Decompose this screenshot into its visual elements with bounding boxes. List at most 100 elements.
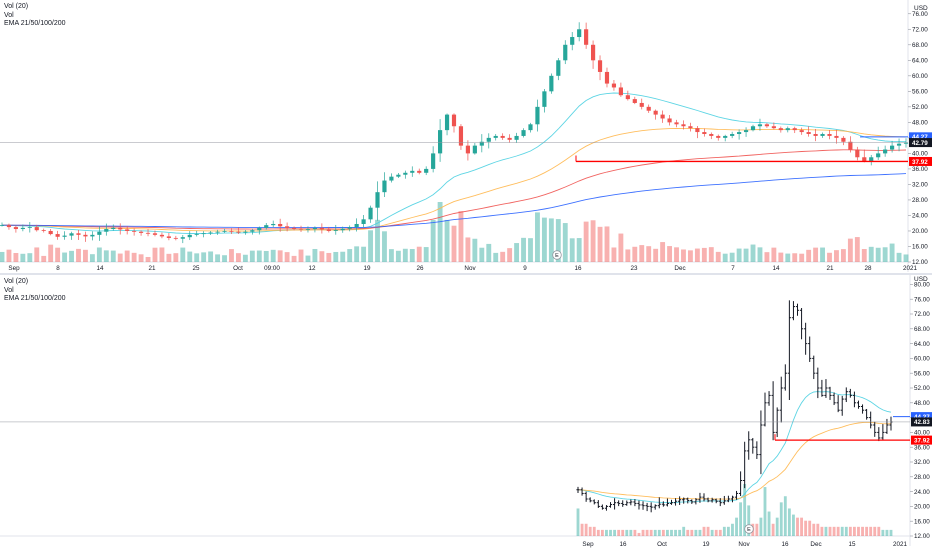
candle-body [90,234,95,237]
candle-body [236,231,241,233]
volume-bar [284,252,290,262]
legend-item-volume-20[interactable]: Vol (20) [4,3,29,10]
volume-bar [479,247,485,262]
candle-body [903,142,909,144]
daily-chart-pane[interactable]: 80.00 76.00 72.00 68.00 64.00 60.00 56.00 52.00… [0,275,932,550]
candle-body [347,227,352,229]
pane-divider[interactable] [0,273,932,275]
volume-bar [535,212,540,262]
time-tick-label: 16 [619,541,627,548]
volume-bar [808,520,812,536]
ema-21-line [577,391,892,504]
volume-bar [785,253,791,262]
legend-item-ema[interactable]: EMA 21/50/100/200 [4,20,66,27]
volume-bar [621,529,625,536]
candle-body [97,231,102,235]
volume-bar [609,529,612,536]
intraday-chart-pane[interactable]: 76.00 72.00 68.00 64.00 60.00 56.00 52.00 48.00… [0,0,932,274]
candle-body [298,228,304,230]
currency-label: USD [914,5,928,12]
volume-bar [639,245,645,262]
candle-body [305,229,311,230]
price-tick-label: 36.00 [912,166,928,173]
price-tick-label: 52.00 [912,104,928,111]
volume-bar [388,249,394,262]
volume-bar [131,252,137,262]
volume-bar [69,250,74,262]
volume-bar [600,529,604,536]
candle-body [340,228,345,231]
volume-bar [632,246,638,262]
volume-bar [729,252,735,262]
volume-bar [750,244,756,262]
volume-bar [637,532,641,536]
candle-body [890,145,895,150]
candle-body [507,137,512,140]
horizontal-levels[interactable] [0,416,910,441]
volume-bar [739,502,743,536]
volume-bar [861,249,867,262]
volume-bar [110,250,116,262]
candle-body [410,170,415,173]
volume-bar [629,529,633,536]
indicator-legend: Vol (20) Vol EMA 21/50/100/200 [4,278,66,304]
volume-bar [701,247,707,262]
ema-21-line [1,92,907,234]
volume-bar [514,243,520,262]
volume-bar [62,252,68,262]
intraday-price-chart[interactable]: 76.00 72.00 68.00 64.00 60.00 56.00 52.00 48.00… [0,0,932,273]
candle-body [326,229,331,231]
volume-bar [848,526,852,536]
price-tick-label: 60.00 [914,356,930,363]
candle-body [653,110,658,115]
volume-bar [625,529,629,536]
volume-bar [256,250,262,262]
volume-bar [145,256,151,262]
earnings-markers[interactable]: E [552,250,562,260]
volume-bar [726,526,730,536]
volume-bar [792,514,795,536]
price-badge [909,132,932,142]
earnings-markers[interactable]: E [744,524,754,534]
time-tick-label: 14 [772,265,780,272]
daily-price-chart[interactable]: 80.00 76.00 72.00 68.00 64.00 60.00 56.00 52.00… [0,275,932,550]
candle-body [674,122,679,125]
legend-item-volume-20[interactable]: Vol (20) [4,278,29,285]
volume-bar [799,253,805,262]
volume-bar [674,247,679,262]
candle-body [764,124,770,127]
candle-body [159,234,165,237]
volume-bar [840,249,846,262]
time-axis[interactable]: Sep 16 Oct 19 Nov 16 Dec 15 2021 [582,541,907,548]
price-badge [911,435,932,445]
candle-body [535,106,540,125]
volume-bar [706,526,710,536]
volume-bar [690,529,694,536]
volume-bar [55,247,61,262]
volume-bar [451,225,457,262]
time-axis[interactable]: Sep 8 14 21 25 Oct 09:00 12 19 26 Nov 9 16 23 Dec 7 14 21… [8,265,917,272]
legend-item-volume[interactable]: Vol [4,286,14,294]
candle-body [855,149,860,158]
candle-body [417,170,422,173]
volume-bar [757,247,763,262]
volume-bar [117,253,123,262]
price-tick-label: 12.00 [912,259,928,266]
candle-body [570,37,575,45]
time-tick-label: 16 [574,265,582,272]
price-tick-label: 68.00 [912,42,928,49]
earnings-marker-label: E [747,527,751,533]
candle-body [451,114,457,127]
legend-item-volume[interactable]: Vol [4,11,14,19]
volume-bar [604,226,610,262]
horizontal-levels[interactable] [0,136,908,163]
volume-bar [796,517,799,536]
candle-body [13,227,18,230]
price-tick-label: 20.00 [912,228,928,235]
price-axis[interactable]: 80.00 76.00 72.00 68.00 64.00 60.00 56.00 52.00… [910,282,932,541]
price-tick-label: 56.00 [914,370,930,377]
volume-bar [813,247,819,262]
price-axis[interactable]: 76.00 72.00 68.00 64.00 60.00 56.00 52.00 48.00… [908,11,932,266]
legend-item-ema[interactable]: EMA 21/50/100/200 [4,295,66,302]
candle-body [514,135,519,140]
